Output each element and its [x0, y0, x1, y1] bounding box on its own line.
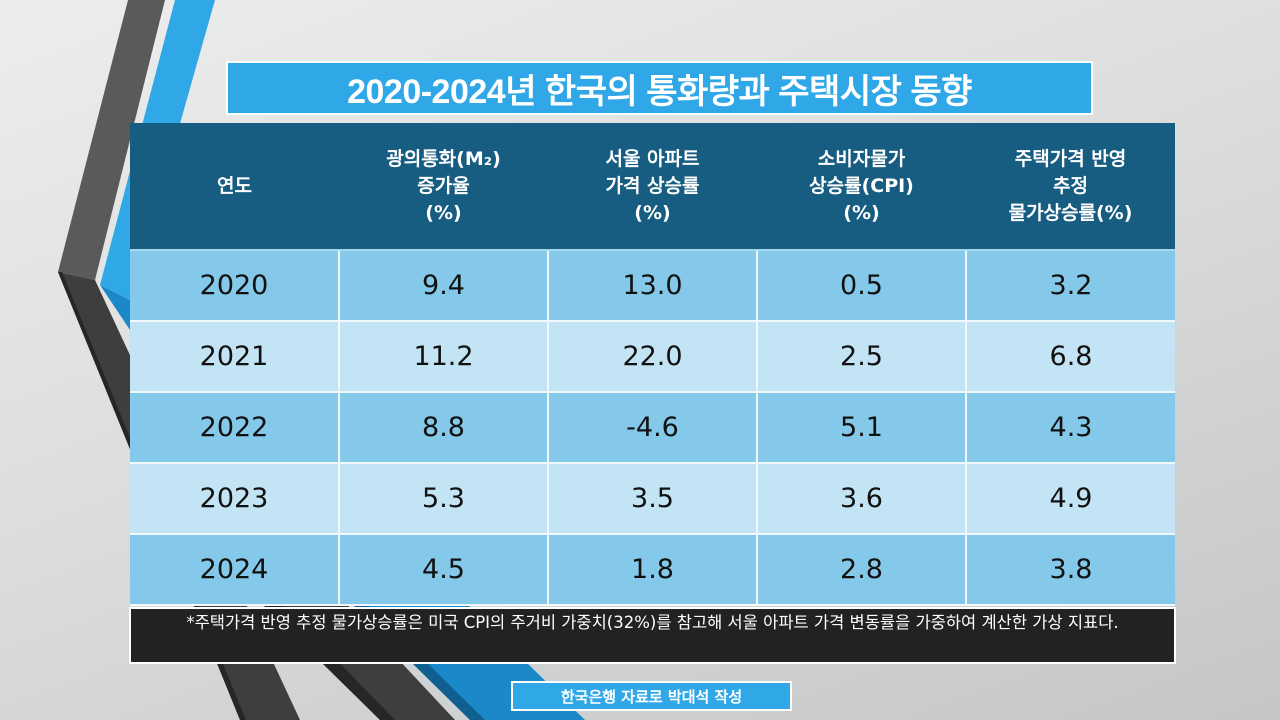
cell-cpi: 2.8 — [756, 533, 967, 606]
header-line: 가격 상승률 — [605, 174, 700, 197]
header-line: 연도 — [217, 174, 252, 197]
cell-m2: 4.5 — [338, 533, 549, 606]
cell-year: 2022 — [130, 391, 340, 464]
header-cpi: 소비자물가 상승률(CPI) (%) — [757, 123, 966, 251]
cell-year: 2020 — [130, 249, 340, 322]
cell-cpi: 5.1 — [756, 391, 967, 464]
header-line: 추정 — [1053, 174, 1088, 197]
header-line: 증가율 — [417, 174, 470, 197]
header-line: 물가상승률(%) — [1008, 201, 1133, 224]
data-table: 연도 광의통화(M₂) 증가율 (%) 서울 아파트 가격 상승률 (%) 소비… — [130, 123, 1175, 606]
cell-m2: 11.2 — [338, 320, 549, 393]
cell-apt: -4.6 — [547, 391, 758, 464]
table-row: 2024 4.5 1.8 2.8 3.8 — [130, 533, 1175, 606]
header-line: 상승률(CPI) — [809, 174, 914, 197]
header-line: (%) — [843, 201, 880, 224]
footnote-text: *주택가격 반영 추정 물가상승률은 미국 CPI의 주거비 가중치(32%)를… — [186, 613, 1119, 632]
header-housing-adj-inflation: 주택가격 반영 추정 물가상승률(%) — [966, 123, 1175, 251]
cell-cpi: 3.6 — [756, 462, 967, 535]
cell-apt: 1.8 — [547, 533, 758, 606]
header-line: (%) — [634, 201, 671, 224]
header-seoul-apt: 서울 아파트 가격 상승률 (%) — [548, 123, 757, 251]
cell-year: 2023 — [130, 462, 340, 535]
cell-year: 2024 — [130, 533, 340, 606]
cell-cpi: 0.5 — [756, 249, 967, 322]
table-row: 2020 9.4 13.0 0.5 3.2 — [130, 249, 1175, 322]
table-row: 2022 8.8 -4.6 5.1 4.3 — [130, 391, 1175, 464]
header-line: 서울 아파트 — [605, 147, 700, 170]
header-year: 연도 — [130, 123, 339, 251]
cell-adj: 3.2 — [965, 249, 1175, 322]
slide-title-box: 2020-2024년 한국의 통화량과 주택시장 동향 — [226, 61, 1093, 115]
header-line: 광의통화(M₂) — [386, 147, 501, 170]
cell-adj: 4.3 — [965, 391, 1175, 464]
header-row: 연도 광의통화(M₂) 증가율 (%) 서울 아파트 가격 상승률 (%) 소비… — [130, 123, 1175, 251]
cell-adj: 4.9 — [965, 462, 1175, 535]
source-text: 한국은행 자료로 박대석 작성 — [560, 687, 743, 706]
cell-apt: 13.0 — [547, 249, 758, 322]
cell-m2: 9.4 — [338, 249, 549, 322]
footnote-box: *주택가격 반영 추정 물가상승률은 미국 CPI의 주거비 가중치(32%)를… — [129, 607, 1176, 664]
source-label: 한국은행 자료로 박대석 작성 — [511, 681, 792, 711]
cell-cpi: 2.5 — [756, 320, 967, 393]
cell-m2: 5.3 — [338, 462, 549, 535]
cell-adj: 3.8 — [965, 533, 1175, 606]
slide-title: 2020-2024년 한국의 통화량과 주택시장 동향 — [347, 72, 972, 111]
cell-apt: 3.5 — [547, 462, 758, 535]
table-row: 2021 11.2 22.0 2.5 6.8 — [130, 320, 1175, 393]
cell-adj: 6.8 — [965, 320, 1175, 393]
header-m2-growth: 광의통화(M₂) 증가율 (%) — [339, 123, 548, 251]
header-line: 주택가격 반영 — [1014, 147, 1127, 170]
table-row: 2023 5.3 3.5 3.6 4.9 — [130, 462, 1175, 535]
header-line: (%) — [425, 201, 462, 224]
cell-year: 2021 — [130, 320, 340, 393]
cell-m2: 8.8 — [338, 391, 549, 464]
cell-apt: 22.0 — [547, 320, 758, 393]
header-line: 소비자물가 — [817, 147, 906, 170]
